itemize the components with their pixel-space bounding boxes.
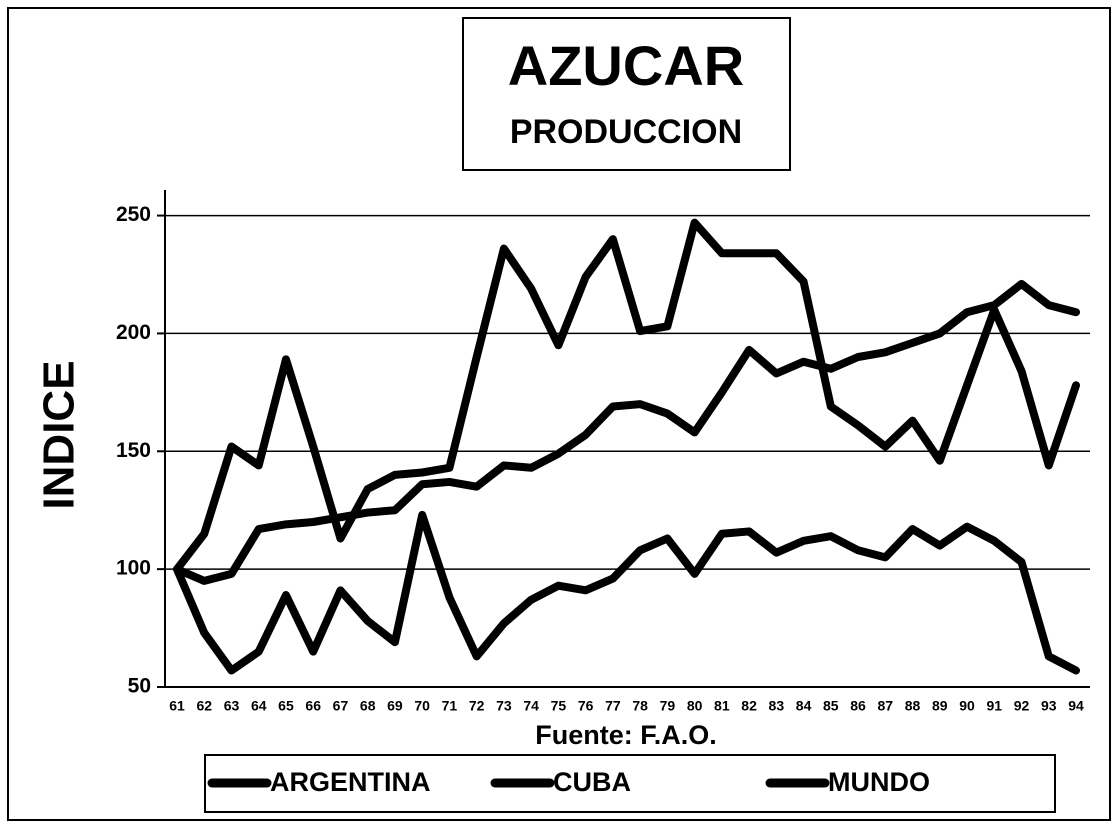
- legend-box: [204, 754, 1056, 813]
- x-tick-label: 82: [741, 698, 757, 714]
- x-tick-label: 80: [687, 698, 703, 714]
- x-tick-label: 64: [251, 698, 267, 714]
- x-tick-label: 76: [578, 698, 594, 714]
- x-tick-label: 92: [1014, 698, 1030, 714]
- legend-label: CUBA: [553, 767, 631, 797]
- title-box: [462, 17, 791, 171]
- x-tick-label: 63: [224, 698, 240, 714]
- y-axis-label: INDICE: [35, 360, 84, 509]
- series-line: [173, 279, 1080, 585]
- x-tick-label: 66: [305, 698, 321, 714]
- x-tick-label: 72: [469, 698, 485, 714]
- x-tick-label: 74: [523, 698, 539, 714]
- x-tick-label: 68: [360, 698, 376, 714]
- frame: [7, 7, 1111, 821]
- x-tick-label: 73: [496, 698, 512, 714]
- x-tick-label: 90: [959, 698, 975, 714]
- x-tick-label: 81: [714, 698, 730, 714]
- x-tick-label: 93: [1041, 698, 1057, 714]
- y-tick-label: 100: [116, 557, 151, 580]
- x-tick-label: 83: [769, 698, 785, 714]
- legend-label: MUNDO: [828, 767, 930, 797]
- x-tick-label: 89: [932, 698, 948, 714]
- legend-label: ARGENTINA: [270, 767, 431, 797]
- x-tick-label: 70: [414, 698, 430, 714]
- x-tick-label: 65: [278, 698, 294, 714]
- x-tick-label: 86: [850, 698, 866, 714]
- x-tick-label: 84: [796, 698, 812, 714]
- x-tick-label: 62: [196, 698, 212, 714]
- y-tick-label: 200: [116, 321, 151, 344]
- x-tick-label: 87: [878, 698, 894, 714]
- x-tick-label: 69: [387, 698, 403, 714]
- y-tick-label: 250: [116, 203, 151, 226]
- x-tick-label: 67: [333, 698, 349, 714]
- y-tick-label: 50: [128, 675, 151, 698]
- x-tick-label: 75: [551, 698, 567, 714]
- chart-subtitle: PRODUCCION: [510, 113, 742, 151]
- series-line: [173, 510, 1080, 675]
- x-tick-label: 78: [632, 698, 648, 714]
- x-tick-label: 94: [1068, 698, 1084, 714]
- x-tick-label: 77: [605, 698, 621, 714]
- series-line: [173, 218, 1080, 574]
- x-tick-label: 61: [169, 698, 185, 714]
- x-tick-label: 79: [660, 698, 676, 714]
- chart-title: AZUCAR: [508, 34, 744, 97]
- x-tick-label: 91: [986, 698, 1002, 714]
- x-axis-label: Fuente: F.A.O.: [535, 720, 717, 750]
- x-tick-label: 71: [442, 698, 458, 714]
- x-tick-label: 85: [823, 698, 839, 714]
- x-tick-label: 88: [905, 698, 921, 714]
- y-tick-label: 150: [116, 439, 151, 462]
